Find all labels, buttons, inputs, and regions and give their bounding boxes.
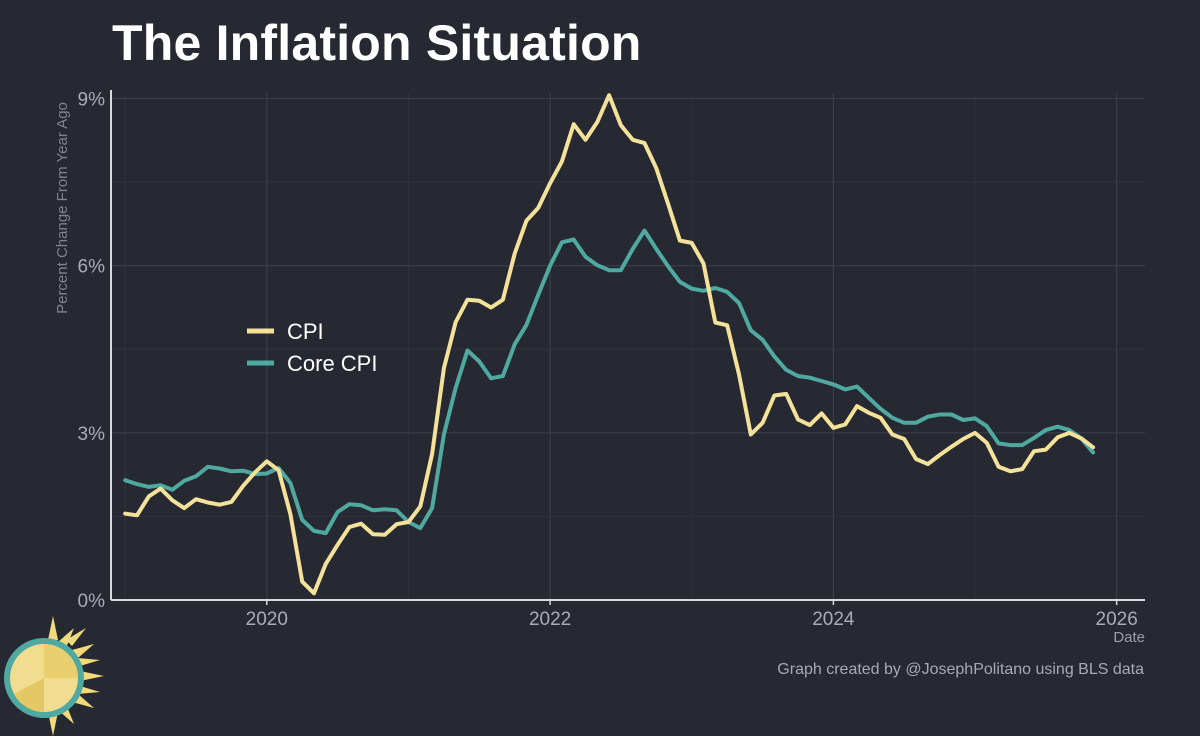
y-tick-label: 0% <box>78 591 106 612</box>
series-line-core-cpi <box>123 228 1096 536</box>
x-tick-label: 2020 <box>246 609 288 630</box>
legend: CPI Core CPI <box>247 319 377 376</box>
grid <box>111 93 1145 600</box>
series-layer <box>123 93 1096 596</box>
credit-note: Graph created by @JosephPolitano using B… <box>777 661 1144 678</box>
x-tick-label: 2024 <box>812 609 855 630</box>
series-line-cpi <box>123 93 1096 596</box>
chart-title: The Inflation Situation <box>112 15 642 71</box>
x-tick-label: 2026 <box>1096 609 1138 630</box>
y-tick-label: 9% <box>78 90 106 111</box>
x-axis-title: Date <box>1113 629 1145 646</box>
legend-label: Core CPI <box>287 351 377 376</box>
y-tick-label: 3% <box>78 424 106 445</box>
sun-icon <box>4 616 104 736</box>
y-tick-label: 6% <box>78 257 106 278</box>
x-tick-label: 2022 <box>529 609 571 630</box>
axes: 0% 3% 6% 9% 2020 2022 2024 2026 Percent Change F… <box>54 90 1145 646</box>
y-axis-title: Percent Change From Year Ago <box>54 102 71 314</box>
legend-label: CPI <box>287 319 324 344</box>
